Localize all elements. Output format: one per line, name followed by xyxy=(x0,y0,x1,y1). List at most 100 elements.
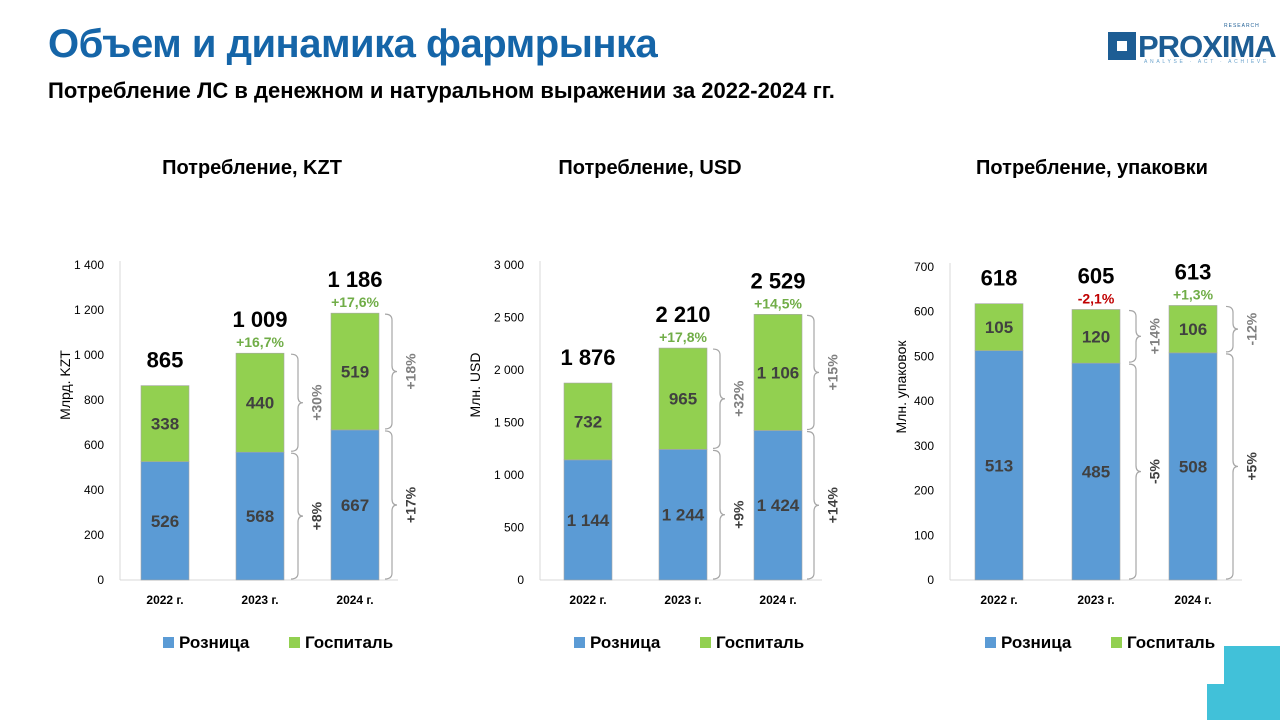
bar-hospital xyxy=(974,303,1024,351)
x-tick-label: 2022 г. xyxy=(146,593,183,607)
y-tick-label: 300 xyxy=(914,439,934,453)
bracket-hospital xyxy=(806,314,820,431)
logo-square-inner xyxy=(1117,41,1127,51)
total-growth-label: +16,7% xyxy=(236,334,284,350)
bracket-hospital xyxy=(712,348,726,449)
growth-retail-label: +14% xyxy=(825,487,841,524)
page-title: Объем и динамика фармрынка xyxy=(48,22,658,66)
legend-label-retail: Розница xyxy=(1001,633,1072,652)
data-label-hospital: 519 xyxy=(341,363,369,382)
bracket-retail xyxy=(384,430,398,580)
y-tick-label: 2 500 xyxy=(494,311,524,325)
bracket-hospital xyxy=(1128,309,1142,363)
y-tick-label: 400 xyxy=(914,394,934,408)
data-label-hospital: 120 xyxy=(1082,327,1110,346)
x-tick-label: 2024 г. xyxy=(759,593,796,607)
total-label: 605 xyxy=(1078,263,1115,288)
y-tick-label: 2 000 xyxy=(494,363,524,377)
bracket-hospital xyxy=(384,313,398,430)
legend-label-retail: Розница xyxy=(590,633,661,652)
y-tick-label: 500 xyxy=(504,521,524,535)
legend-swatch-retail xyxy=(574,637,585,648)
bar-retail xyxy=(1168,352,1218,581)
y-tick-label: 0 xyxy=(97,573,104,587)
bar-hospital xyxy=(753,314,803,431)
total-label: 2 210 xyxy=(655,302,710,327)
y-tick-label: 600 xyxy=(84,438,104,452)
bar-retail xyxy=(658,449,708,581)
growth-retail-label: +8% xyxy=(309,501,325,530)
total-growth-label: -2,1% xyxy=(1078,290,1115,306)
y-tick-label: 3 000 xyxy=(494,258,524,272)
logo-tagline: ANALYSE · ACT · ACHIEVE xyxy=(1144,59,1269,65)
bar-retail xyxy=(1071,362,1121,581)
data-label-retail: 1 144 xyxy=(567,511,610,530)
growth-retail-label: -5% xyxy=(1147,459,1163,484)
bar-retail xyxy=(753,430,803,581)
legend-swatch-hospital xyxy=(289,637,300,648)
data-label-hospital: 338 xyxy=(151,415,179,434)
total-growth-label: +17,6% xyxy=(331,294,379,310)
data-label-hospital: 440 xyxy=(246,394,274,413)
legend-label-hospital: Госпиталь xyxy=(716,633,804,652)
bracket-retail xyxy=(712,449,726,580)
total-label: 1 876 xyxy=(560,345,615,370)
chart-title-packs: Потребление, упаковки xyxy=(976,157,1208,179)
data-label-retail: 485 xyxy=(1082,463,1110,482)
data-label-hospital: 732 xyxy=(574,412,602,431)
legend-swatch-retail xyxy=(163,637,174,648)
data-label-retail: 508 xyxy=(1179,457,1207,476)
y-tick-label: 100 xyxy=(914,528,934,542)
bar-retail xyxy=(330,429,380,581)
y-tick-label: 800 xyxy=(84,393,104,407)
legend-label-hospital: Госпиталь xyxy=(1127,633,1215,652)
bar-hospital xyxy=(658,347,708,450)
bracket-retail xyxy=(806,430,820,580)
y-tick-label: 1 000 xyxy=(494,468,524,482)
bracket-retail xyxy=(1128,363,1142,580)
y-tick-label: 700 xyxy=(914,260,934,274)
corner-decor-upper xyxy=(1224,646,1280,720)
y-tick-label: 0 xyxy=(517,573,524,587)
x-tick-label: 2022 г. xyxy=(980,593,1017,607)
data-label-hospital: 965 xyxy=(669,390,697,409)
y-axis-label: Млрд. KZT xyxy=(57,350,73,420)
total-growth-label: +14,5% xyxy=(754,295,802,311)
data-label-retail: 1 244 xyxy=(662,506,705,525)
y-tick-label: 1 200 xyxy=(74,303,104,317)
page-subtitle: Потребление ЛС в денежном и натуральном … xyxy=(48,78,835,103)
growth-retail-label: +17% xyxy=(403,486,419,523)
y-tick-label: 200 xyxy=(914,484,934,498)
data-label-hospital: 105 xyxy=(985,318,1013,337)
y-tick-label: 400 xyxy=(84,483,104,497)
x-tick-label: 2024 г. xyxy=(1174,593,1211,607)
logo-wordmark: PROXIMA xyxy=(1138,29,1277,64)
legend-swatch-retail xyxy=(985,637,996,648)
total-label: 618 xyxy=(981,266,1018,291)
data-label-hospital: 106 xyxy=(1179,320,1207,339)
data-label-retail: 667 xyxy=(341,496,369,515)
bar-retail xyxy=(563,459,613,581)
y-tick-label: 600 xyxy=(914,305,934,319)
bar-hospital xyxy=(140,385,190,462)
bar-retail xyxy=(235,451,285,581)
legend-label-retail: Розница xyxy=(179,633,250,652)
y-axis-label: Млн. упаковок xyxy=(893,340,909,434)
growth-hospital-label: +18% xyxy=(403,353,419,390)
y-tick-label: 200 xyxy=(84,528,104,542)
legend-label-hospital: Госпиталь xyxy=(305,633,393,652)
bar-hospital xyxy=(1071,309,1121,364)
chart-title-kzt: Потребление, KZT xyxy=(162,157,342,179)
total-label: 865 xyxy=(147,348,184,373)
y-tick-label: 1 000 xyxy=(74,348,104,362)
bracket-retail xyxy=(1225,353,1239,580)
growth-hospital-label: +30% xyxy=(309,384,325,421)
data-label-retail: 568 xyxy=(246,507,274,526)
total-label: 613 xyxy=(1175,259,1212,284)
total-label: 1 186 xyxy=(327,267,382,292)
x-tick-label: 2022 г. xyxy=(569,593,606,607)
growth-hospital-label: +32% xyxy=(731,380,747,417)
bar-hospital xyxy=(1168,305,1218,354)
chart-title-usd: Потребление, USD xyxy=(558,157,742,179)
